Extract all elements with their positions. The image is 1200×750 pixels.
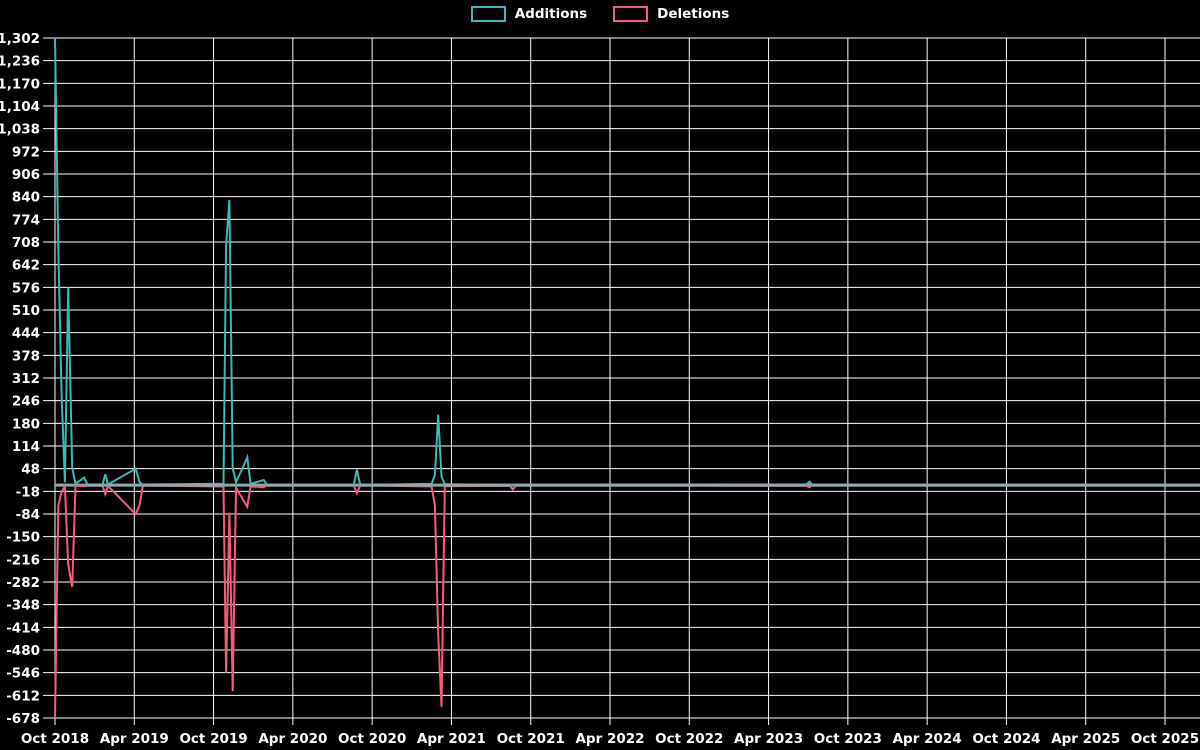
y-tick-label: 378 xyxy=(12,348,40,364)
y-tick-label: 246 xyxy=(12,394,40,410)
y-tick-label: -612 xyxy=(6,688,40,704)
x-tick-label: Oct 2018 xyxy=(21,731,89,747)
y-tick-label: 1,170 xyxy=(0,76,40,92)
x-tick-label: Oct 2022 xyxy=(655,731,723,747)
x-tick-label: Oct 2021 xyxy=(497,731,565,747)
chart-legend: Additions Deletions xyxy=(0,6,1200,22)
x-tick-label: Oct 2020 xyxy=(338,731,406,747)
y-tick-label: 114 xyxy=(12,439,40,455)
legend-item-additions[interactable]: Additions xyxy=(470,6,588,22)
y-tick-label: -150 xyxy=(6,530,40,546)
y-tick-label: 312 xyxy=(12,371,40,387)
y-tick-label: 180 xyxy=(12,416,40,432)
x-tick-label: Apr 2025 xyxy=(1051,731,1120,747)
y-tick-label: -414 xyxy=(6,620,40,636)
x-tick-label: Oct 2023 xyxy=(814,731,882,747)
x-tick-label: Oct 2025 xyxy=(1131,731,1199,747)
y-tick-label: 1,038 xyxy=(0,122,40,138)
y-tick-label: 1,104 xyxy=(0,99,40,115)
y-tick-label: -480 xyxy=(6,643,40,659)
y-tick-label: 444 xyxy=(12,326,40,342)
x-tick-label: Apr 2020 xyxy=(258,731,327,747)
y-tick-label: -282 xyxy=(6,575,40,591)
y-tick-label: -84 xyxy=(16,507,40,523)
y-tick-label: -546 xyxy=(6,666,40,682)
y-tick-label: 1,302 xyxy=(0,31,40,47)
additions-line xyxy=(54,37,1200,487)
x-tick-label: Apr 2022 xyxy=(575,731,644,747)
deletions-swatch-icon xyxy=(613,6,649,22)
y-tick-label: 708 xyxy=(12,235,40,251)
x-tick-label: Apr 2023 xyxy=(734,731,803,747)
y-tick-label: 774 xyxy=(12,212,40,228)
x-tick-label: Oct 2019 xyxy=(179,731,247,747)
x-tick-label: Apr 2019 xyxy=(100,731,169,747)
x-tick-label: Apr 2021 xyxy=(417,731,486,747)
y-tick-label: 972 xyxy=(12,144,40,160)
legend-label-additions: Additions xyxy=(514,6,588,22)
y-tick-label: 510 xyxy=(12,303,40,319)
y-tick-label: 576 xyxy=(12,280,40,296)
y-tick-label: -216 xyxy=(6,552,40,568)
y-tick-label: 1,236 xyxy=(0,54,40,70)
y-tick-label: -18 xyxy=(16,484,40,500)
y-tick-label: 840 xyxy=(12,190,40,206)
y-tick-label: 48 xyxy=(21,462,40,478)
legend-label-deletions: Deletions xyxy=(657,6,730,22)
y-tick-label: -348 xyxy=(6,598,40,614)
y-tick-label: 906 xyxy=(12,167,40,183)
y-tick-label: -678 xyxy=(6,711,40,727)
deletions-line xyxy=(54,483,1200,719)
x-tick-label: Apr 2024 xyxy=(893,731,962,747)
additions-swatch-icon xyxy=(470,6,506,22)
legend-item-deletions[interactable]: Deletions xyxy=(613,6,729,22)
y-tick-label: 642 xyxy=(12,258,40,274)
x-tick-label: Oct 2024 xyxy=(972,731,1040,747)
